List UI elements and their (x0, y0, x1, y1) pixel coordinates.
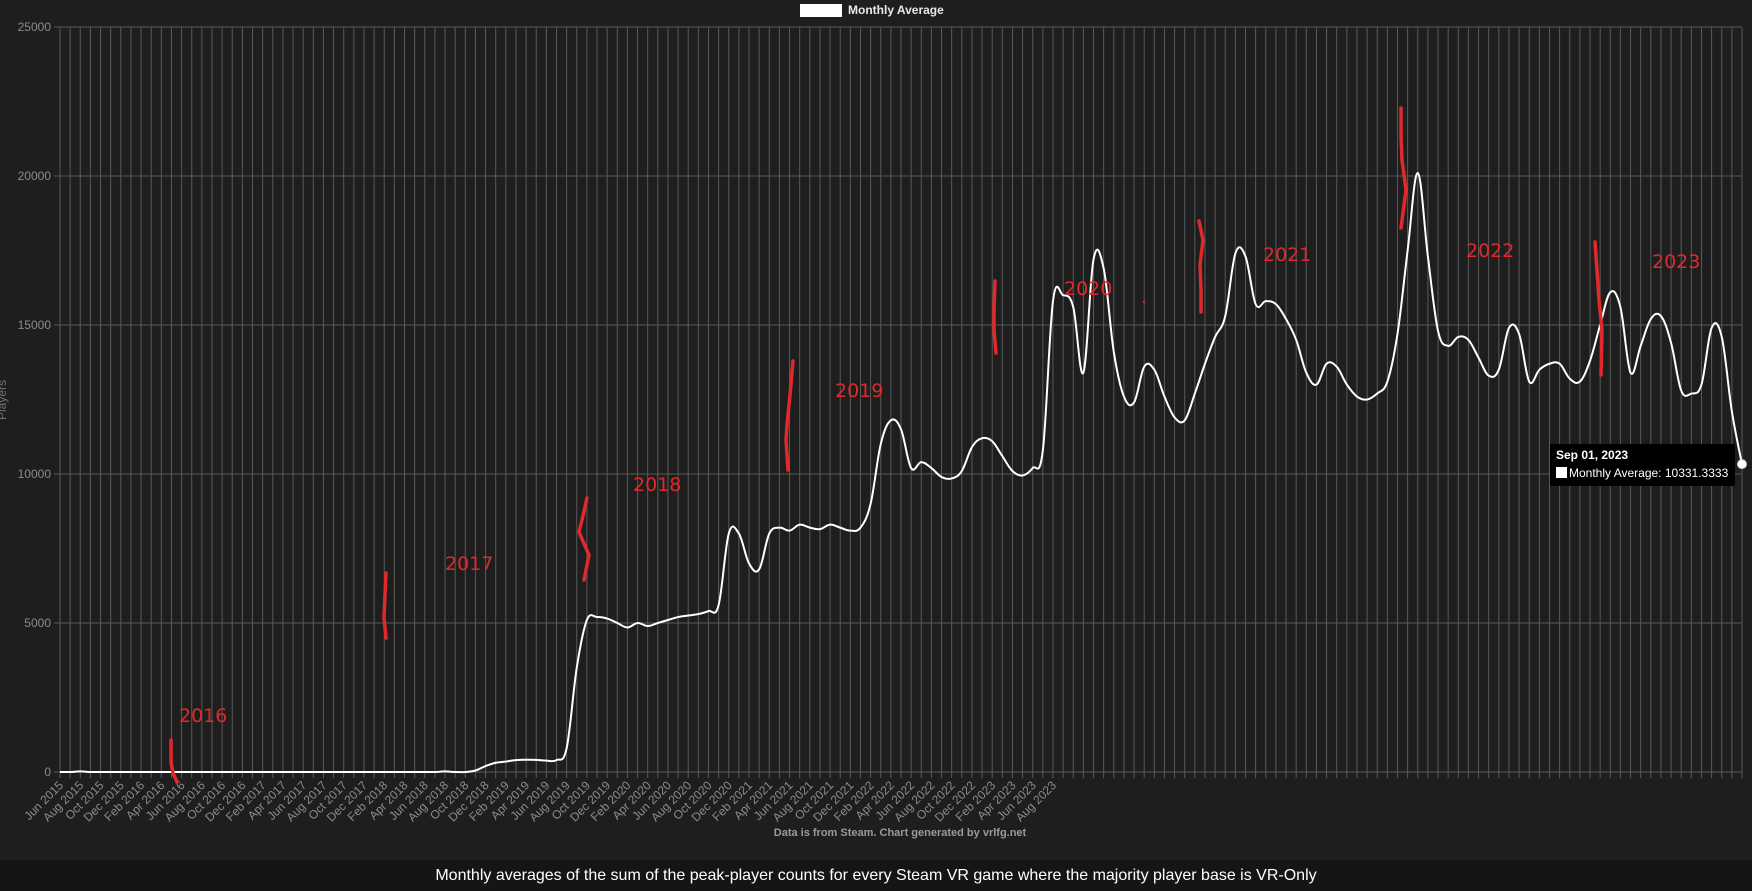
chart-credit: Data is from Steam. Chart generated by v… (774, 827, 1027, 839)
annotation-year-label: 2019 (835, 380, 883, 402)
legend-swatch (800, 4, 842, 17)
legend[interactable]: Monthly Average (800, 3, 944, 17)
tooltip-swatch (1556, 467, 1567, 478)
annotation-year-label: 2020 (1064, 278, 1112, 300)
series-line-monthly-average (59, 172, 1743, 774)
annotation-stroke (1399, 106, 1408, 230)
tooltip-title: Sep 01, 2023 (1556, 448, 1628, 462)
data-point-hovered[interactable] (1737, 459, 1747, 470)
annotation-year-label: 2021 (1263, 244, 1311, 266)
tooltip-value: 10331.3333 (1665, 466, 1729, 480)
legend-label: Monthly Average (848, 3, 944, 17)
annotation-dot (1142, 300, 1146, 304)
annotation-stroke (784, 359, 795, 472)
y-tick-label: 10000 (18, 467, 52, 481)
annotation-year-label: 2016 (179, 705, 227, 727)
annotation-stroke (169, 738, 179, 784)
caption-bar: Monthly averages of the sum of the peak-… (0, 860, 1752, 891)
y-tick-label: 20000 (18, 169, 52, 183)
annotation-year-label: 2017 (445, 553, 493, 575)
y-tick-label: 25000 (18, 20, 52, 34)
annotation-year-label: 2018 (633, 474, 681, 496)
annotation-year-label: 2023 (1652, 251, 1700, 273)
tooltip-background (1550, 444, 1735, 486)
tooltip-separator: : (1658, 466, 1665, 480)
chart-caption: Monthly averages of the sum of the peak-… (435, 866, 1317, 884)
y-tick-label: 5000 (24, 616, 51, 630)
annotation-stroke (382, 571, 388, 640)
tooltip-series-name: Monthly Average (1569, 466, 1658, 480)
tooltip-series-label: Monthly Average: 10331.3333 (1569, 466, 1729, 480)
annotation-stroke (1197, 219, 1205, 314)
y-tick-label: 15000 (18, 318, 52, 332)
tooltip: Sep 01, 2023 Monthly Average: 10331.3333 (1550, 444, 1735, 486)
y-axis-label: Players (0, 380, 9, 420)
annotation-stroke (1593, 240, 1604, 377)
y-tick-label: 0 (44, 765, 51, 779)
annotation-stroke (577, 496, 591, 582)
annotation-year-label: 2022 (1466, 240, 1514, 262)
annotation-stroke (992, 279, 998, 355)
line-chart: Monthly Average 0 5000 10000 15000 20000 2500… (0, 3, 1747, 839)
